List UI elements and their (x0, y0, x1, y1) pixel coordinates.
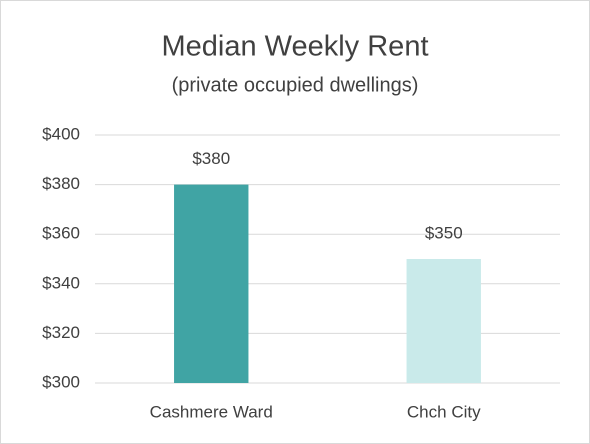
bar (174, 184, 249, 383)
data-label: $380 (192, 149, 230, 168)
y-tick-label: $320 (42, 323, 80, 342)
y-tick-label: $380 (42, 174, 80, 193)
y-tick-label: $360 (42, 224, 80, 243)
data-label: $350 (425, 223, 463, 242)
y-tick-label: $400 (42, 124, 80, 143)
bar (406, 259, 481, 383)
y-tick-label: $340 (42, 273, 80, 292)
chart-subtitle: (private occupied dwellings) (172, 74, 419, 96)
chart-title: Median Weekly Rent (161, 31, 428, 63)
y-tick-label: $300 (42, 372, 80, 391)
x-tick-label: Cashmere Ward (150, 402, 273, 421)
x-tick-label: Chch City (407, 402, 481, 421)
